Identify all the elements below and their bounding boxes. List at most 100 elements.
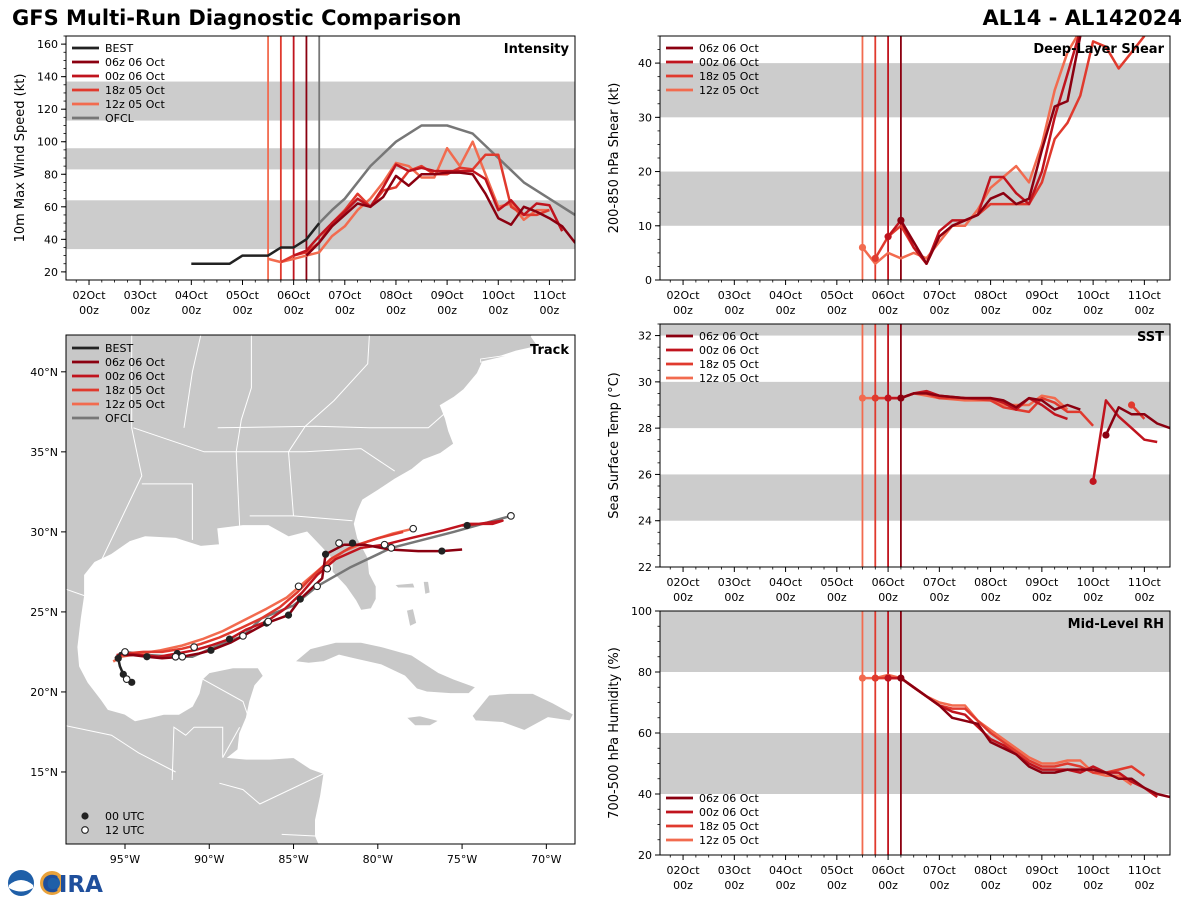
track-legend-00utc-marker: [81, 812, 89, 820]
sst-xtick-label: 00z: [878, 591, 898, 604]
rh-xtick-label: 10Oct: [1077, 864, 1111, 877]
track-ytick-label: 25°N: [30, 606, 58, 619]
intensity-ytick-label: 100: [37, 136, 58, 149]
track-legend-00utc-label: 00 UTC: [105, 810, 145, 823]
rh-band-0: [660, 733, 1170, 794]
track-legend-label: 06z 06 Oct: [105, 356, 165, 369]
track-legend-label: OFCL: [105, 412, 135, 425]
shear-xtick-label: 00z: [673, 304, 693, 317]
cira-globe-icon: [44, 875, 60, 891]
intensity-xtick-label: 00z: [488, 304, 508, 317]
track-marker-00utc: [296, 595, 304, 603]
intensity-xtick-label: 03Oct: [124, 289, 158, 302]
rh-xtick-label: 00z: [1134, 879, 1154, 892]
shear-xtick-label: 11Oct: [1128, 289, 1162, 302]
sst-xtick-label: 08Oct: [974, 576, 1008, 589]
sst-init-point: [1102, 431, 1110, 439]
sst-legend-label: 06z 06 Oct: [699, 330, 759, 343]
state-border-13: [281, 833, 316, 837]
intensity-series-06z-06-oct: [305, 171, 575, 257]
rh-xtick-label: 00z: [1032, 879, 1052, 892]
track-marker-12utc: [190, 643, 198, 651]
north-america-land: [66, 335, 575, 844]
rh-legend-label: 18z 05 Oct: [699, 820, 759, 833]
shear-band-0: [660, 171, 1170, 226]
hispaniola-land: [471, 693, 574, 731]
rh-xtick-label: 07Oct: [923, 864, 957, 877]
intensity-xtick-label: 05Oct: [226, 289, 260, 302]
track-marker-00utc: [438, 547, 446, 555]
track-xtick-label: 95°W: [110, 853, 140, 866]
shear-xtick-label: 00z: [878, 304, 898, 317]
sst-series-06z-06-oct: [900, 392, 1081, 411]
intensity-frame: [65, 35, 576, 281]
sst-xtick-label: 09Oct: [1025, 576, 1059, 589]
sst-ytick-label: 30: [638, 376, 652, 389]
track-marker-00utc: [321, 550, 330, 558]
shear-xtick-label: 00z: [981, 304, 1001, 317]
state-border-10: [171, 726, 224, 781]
shear-xtick-label: 10Oct: [1077, 289, 1111, 302]
sst-xtick-label: 05Oct: [820, 576, 854, 589]
track-xtick-label: 90°W: [194, 853, 224, 866]
rh-series-group: [858, 673, 1170, 799]
sst-legend-label: 18z 05 Oct: [699, 358, 759, 371]
shear-xtick-label: 05Oct: [820, 289, 854, 302]
rh-legend-label: 00z 06 Oct: [699, 806, 759, 819]
intensity-xtick-label: 04Oct: [175, 289, 209, 302]
shear-xtick-label: 00z: [1083, 304, 1103, 317]
shear-xtick-label: 06Oct: [872, 289, 906, 302]
rh-xtick-label: 00z: [673, 879, 693, 892]
track-marker-00utc: [114, 654, 122, 662]
sst-ytick-label: 24: [638, 515, 652, 528]
rh-legend-label: 12z 05 Oct: [699, 834, 759, 847]
track-legend-label: BEST: [105, 342, 133, 355]
rh-xtick-label: 00z: [724, 879, 744, 892]
intensity-xtick-label: 08Oct: [379, 289, 413, 302]
long-island-land: [480, 353, 515, 363]
sst-xtick-label: 00z: [929, 591, 949, 604]
intensity-xtick-label: 00z: [335, 304, 355, 317]
track-marker-00utc: [463, 521, 471, 530]
sst-init-point: [858, 394, 867, 402]
sst-ylabel: Sea Surface Temp (°C): [607, 372, 622, 519]
rh-init-point: [897, 674, 905, 682]
sst-series-group: [858, 389, 1170, 485]
intensity-xtick-label: 10Oct: [482, 289, 516, 302]
track-marker-12utc: [313, 582, 321, 591]
sst-series-06z-06-oct: [1104, 406, 1170, 436]
sst-xtick-label: 00z: [776, 591, 796, 604]
sst-legend-label: 12z 05 Oct: [699, 372, 759, 385]
shear-series-06z-06-oct: [899, 36, 1082, 265]
intensity-xtick-label: 02Oct: [73, 289, 107, 302]
intensity-legend-label: 18z 05 Oct: [105, 84, 165, 97]
intensity-series-ofcl: [318, 124, 575, 224]
rh-ytick-label: 20: [638, 849, 652, 862]
state-border-9: [66, 725, 176, 773]
sst-panel-title: SST: [1137, 330, 1164, 345]
rh-xtick-label: 00z: [929, 879, 949, 892]
state-border-2: [287, 335, 370, 516]
cuba-land: [294, 641, 477, 694]
intensity-xtick-label: 09Oct: [431, 289, 465, 302]
sst-band-2: [660, 324, 1170, 336]
shear-legend-label: 00z 06 Oct: [699, 56, 759, 69]
sst-init-point: [871, 394, 879, 402]
intensity-xtick-label: 00z: [540, 304, 560, 317]
track-legend-label: 12z 05 Oct: [105, 398, 165, 411]
state-border-3: [249, 515, 353, 522]
track-marker-12utc: [323, 564, 332, 573]
track-xtick-label: 75°W: [447, 853, 477, 866]
track-marker-00utc: [207, 646, 215, 654]
rh-ytick-label: 100: [631, 605, 652, 618]
intensity-panel-title: Intensity: [504, 42, 570, 57]
sst-xtick-label: 03Oct: [718, 576, 752, 589]
sst-series-00z-06-oct: [1091, 399, 1158, 482]
state-border-14: [202, 678, 251, 721]
andros-island-land: [406, 608, 418, 627]
track-marker-00utc: [143, 653, 151, 661]
rh-xtick-label: 02Oct: [667, 864, 701, 877]
rh-xtick-label: 00z: [981, 879, 1001, 892]
track-marker-12utc: [387, 544, 396, 552]
